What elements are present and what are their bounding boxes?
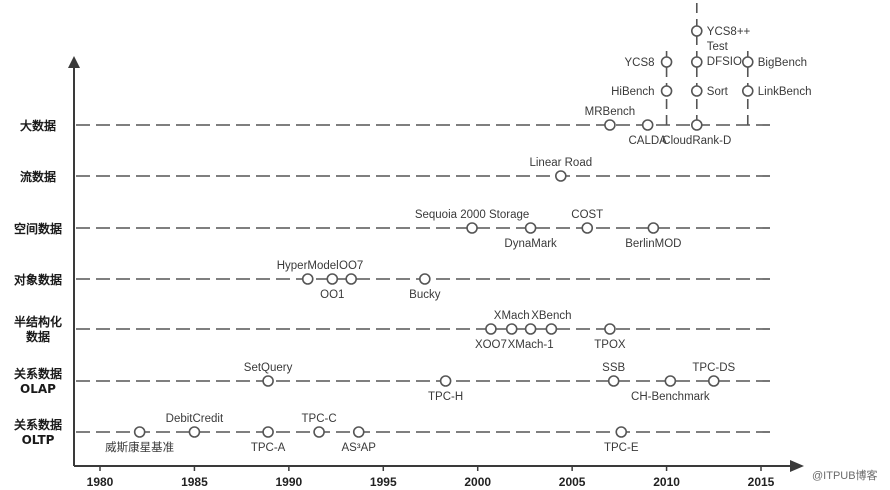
benchmark-point-tpc-ds xyxy=(707,375,720,387)
category-label: 对象数据 xyxy=(14,272,62,287)
benchmark-label-tpc-e: TPC-E xyxy=(604,442,639,454)
benchmark-point-sequoia-2000-storage xyxy=(466,222,478,234)
benchmark-point-tpc-c xyxy=(313,426,325,438)
benchmark-label-sequoia-2000-storage: Sequoia 2000 Storage xyxy=(415,209,529,221)
benchmark-point-mrbench xyxy=(604,119,616,131)
category-label: 流数据 xyxy=(20,169,56,184)
benchmark-label-oo7: OO7 xyxy=(339,260,363,272)
x-tick-label: 2010 xyxy=(653,475,680,489)
axes xyxy=(68,56,804,472)
benchmark-label-berlinmod: BerlinMOD xyxy=(625,238,681,250)
benchmark-label-xoo7: XOO7 xyxy=(475,339,507,351)
benchmark-label-cloudrank-d: CloudRank-D xyxy=(662,135,731,147)
benchmark-point-linkbench xyxy=(741,85,754,97)
benchmark-label-xmach: XMach xyxy=(494,310,530,322)
benchmark-point-tpox xyxy=(604,323,616,335)
benchmark-point-bigbench xyxy=(741,56,754,68)
benchmark-label-xmach-1: XMach-1 xyxy=(508,339,554,351)
benchmark-label-tpc-ds: TPC-DS xyxy=(692,362,735,374)
benchmark-labels: MRBench CALDA HiBench YCS8 CloudRank-D Sort Te… xyxy=(105,26,811,454)
x-axis-ticks: 1980 1985 1990 1995 2000 2005 2010 2015 xyxy=(87,466,775,489)
benchmark-point-tpc-a xyxy=(262,426,274,438)
benchmark-point-linear-road xyxy=(555,170,567,182)
benchmark-label-sort: Sort xyxy=(707,86,729,98)
x-tick-label: 1985 xyxy=(181,475,208,489)
benchmark-point-ch-benchmark xyxy=(664,375,677,387)
benchmark-label-oo1: OO1 xyxy=(320,289,344,301)
benchmark-point-bucky xyxy=(419,273,431,285)
benchmark-label-hibench: HiBench xyxy=(611,86,654,98)
category-label: 关系数据 OLTP xyxy=(14,417,62,447)
benchmark-label-item: 威斯康星基准 xyxy=(105,440,174,454)
benchmark-label-hypermodel: HyperModel xyxy=(277,260,339,272)
benchmark-label-linkbench: LinkBench xyxy=(758,86,812,98)
benchmark-label-tpc-a: TPC-A xyxy=(251,442,286,454)
x-tick-label: 2000 xyxy=(464,475,491,489)
benchmark-label-bucky: Bucky xyxy=(409,289,441,301)
benchmark-point-test-dfsio xyxy=(690,56,703,68)
benchmark-point-setquery xyxy=(262,375,274,387)
benchmark-point-ycs8 xyxy=(690,25,703,37)
category-label: 关系数据 OLAP xyxy=(14,366,62,396)
benchmark-point-oo1 xyxy=(326,273,339,285)
y-axis-arrow-icon xyxy=(68,56,80,68)
benchmark-point-as-ap xyxy=(352,426,365,438)
benchmark-point-xoo7 xyxy=(485,323,497,335)
x-tick-label: 2015 xyxy=(748,475,775,489)
benchmark-point-berlinmod xyxy=(647,222,660,234)
benchmark-label-ycs8: YCS8 xyxy=(625,57,655,69)
benchmark-label-as-ap: AS³AP xyxy=(341,442,376,454)
benchmark-point-oo7 xyxy=(345,273,357,285)
category-label: 空间数据 xyxy=(14,221,62,236)
benchmark-label-cost: COST xyxy=(571,209,603,221)
benchmark-point-cost xyxy=(581,222,594,234)
benchmark-point-dynamark xyxy=(524,222,537,234)
benchmark-point-item xyxy=(133,426,146,438)
benchmark-points xyxy=(133,25,754,438)
benchmark-label-mrbench: MRBench xyxy=(585,106,636,118)
benchmark-point-xbench xyxy=(545,323,558,335)
benchmark-point-cloudrank-d xyxy=(690,119,703,131)
benchmark-label-tpc-c: TPC-C xyxy=(302,413,337,425)
x-tick-label: 1980 xyxy=(87,475,114,489)
benchmark-label-xbench: XBench xyxy=(531,310,571,322)
benchmark-label-setquery: SetQuery xyxy=(244,362,293,374)
benchmark-label-tpox: TPOX xyxy=(594,339,626,351)
benchmark-label-ycs8: YCS8++ xyxy=(707,26,751,38)
x-tick-label: 2005 xyxy=(559,475,586,489)
benchmark-label-ch-benchmark: CH-Benchmark xyxy=(631,391,710,403)
benchmark-point-calda xyxy=(641,119,654,131)
benchmark-point-xmach-1 xyxy=(524,323,537,335)
benchmark-label-tpc-h: TPC-H xyxy=(428,391,463,403)
benchmark-point-xmach xyxy=(505,323,518,335)
x-axis-arrow-icon xyxy=(790,460,804,472)
watermark: @ITPUB博客 xyxy=(812,468,878,482)
benchmark-label-bigbench: BigBench xyxy=(758,57,807,69)
category-label: 半结构化数据 xyxy=(14,314,62,344)
benchmark-label-linear-road: Linear Road xyxy=(529,157,592,169)
benchmark-point-ssb xyxy=(607,375,620,387)
benchmark-point-debitcredit xyxy=(188,426,201,438)
benchmark-point-hypermodel xyxy=(301,273,314,285)
benchmark-label-test-dfsio: Test DFSIO xyxy=(707,41,742,68)
benchmark-label-calda: CALDA xyxy=(629,135,668,147)
benchmark-point-ycs8 xyxy=(660,56,673,68)
benchmark-label-dynamark: DynaMark xyxy=(504,238,557,250)
benchmark-point-tpc-e xyxy=(615,426,628,438)
benchmark-point-sort xyxy=(690,85,703,97)
benchmark-point-tpc-h xyxy=(439,375,452,387)
x-tick-label: 1995 xyxy=(370,475,397,489)
x-tick-label: 1990 xyxy=(276,475,303,489)
benchmark-label-ssb: SSB xyxy=(602,362,625,374)
benchmark-point-hibench xyxy=(660,85,673,97)
benchmark-label-debitcredit: DebitCredit xyxy=(166,413,224,425)
category-label: 大数据 xyxy=(20,118,56,133)
